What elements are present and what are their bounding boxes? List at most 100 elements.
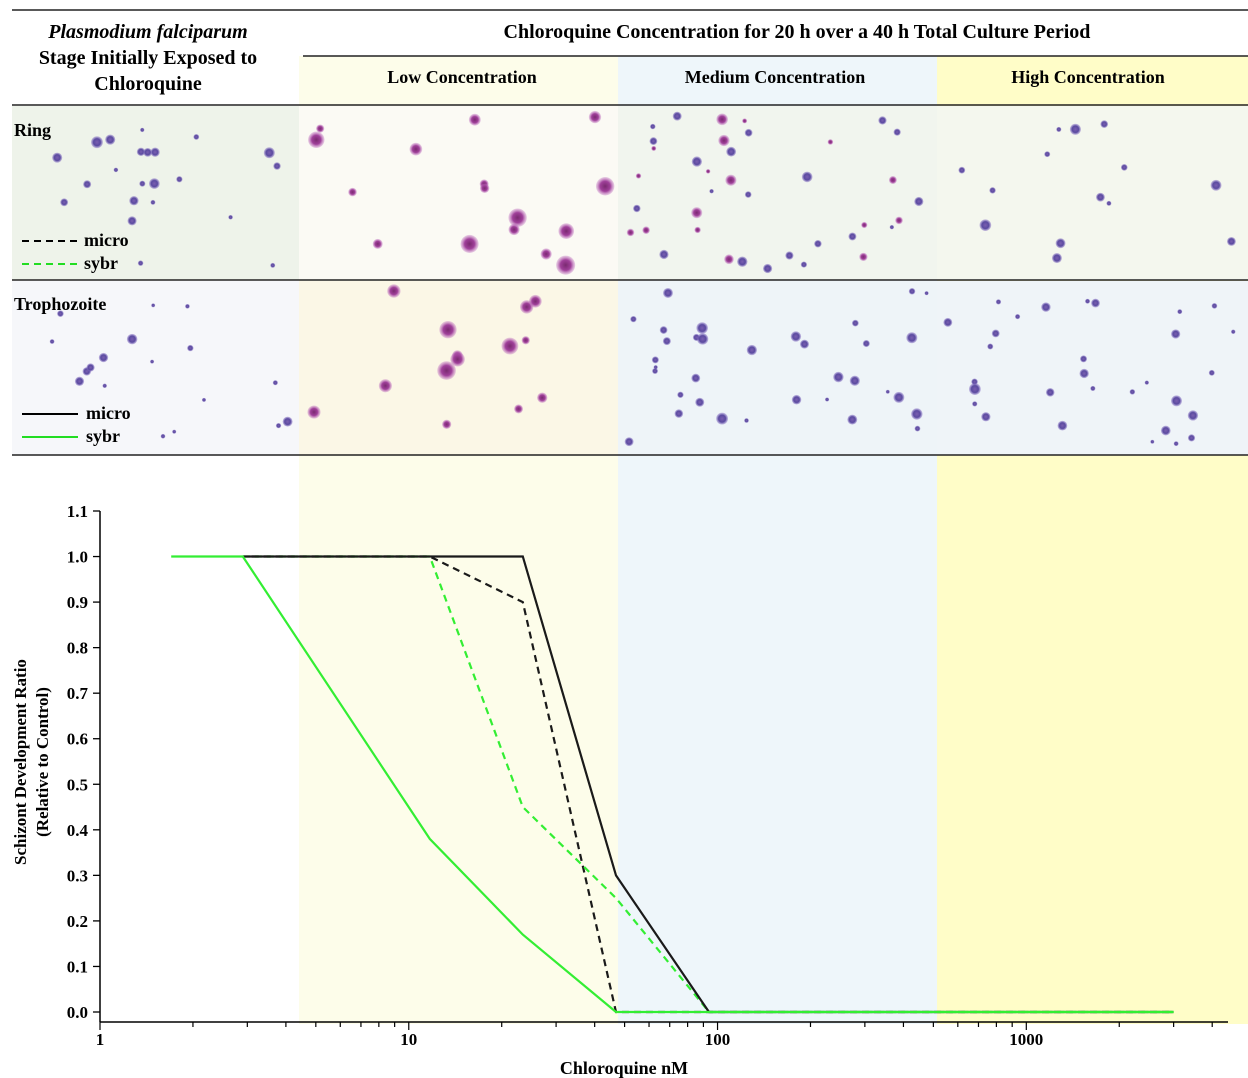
y-ticks: 0.0 0.1 0.2 0.3 0.4 0.5 0.6 0.7 0.8 0.9 1.0 1.1 bbox=[67, 502, 100, 1022]
parasite-cell bbox=[662, 287, 673, 298]
band-label-low: Low Concentration bbox=[387, 67, 537, 87]
parasite-cell bbox=[653, 365, 658, 370]
parasite-cell bbox=[827, 139, 834, 145]
parasite-cell bbox=[650, 123, 656, 130]
parasite-cell bbox=[652, 368, 659, 374]
parasite-cell bbox=[387, 284, 401, 298]
parasite-cell bbox=[674, 409, 684, 418]
micrograph-panel bbox=[618, 281, 937, 455]
parasite-cell bbox=[450, 351, 465, 367]
parasite-cell bbox=[800, 261, 808, 268]
parasite-cell bbox=[859, 252, 868, 262]
parasite-cell bbox=[501, 337, 519, 355]
y-tick-label: 0.2 bbox=[67, 912, 88, 931]
parasite-cell bbox=[716, 113, 728, 126]
parasite-cell bbox=[151, 303, 156, 308]
parasite-cell bbox=[696, 333, 709, 345]
parasite-cell bbox=[1100, 120, 1109, 128]
parasite-cell bbox=[924, 291, 929, 296]
parasite-cell bbox=[742, 118, 748, 124]
y-tick-label: 0.8 bbox=[67, 639, 88, 658]
parasite-cell bbox=[635, 173, 642, 179]
y-axis-label-group: Schizont Development Ratio (Relative to … bbox=[11, 659, 52, 865]
parasite-cell bbox=[801, 171, 813, 183]
x-tick-label: 10 bbox=[400, 1030, 417, 1049]
parasite-cell bbox=[1069, 123, 1081, 135]
parasite-cell bbox=[1045, 388, 1055, 397]
micrograph-panel bbox=[12, 106, 299, 280]
micrograph-panel bbox=[937, 281, 1248, 455]
parasite-cell bbox=[508, 208, 527, 227]
parasite-cell bbox=[744, 191, 752, 198]
y-tick-label: 0.1 bbox=[67, 957, 88, 976]
parasite-cell bbox=[744, 418, 749, 423]
parasite-cell bbox=[263, 147, 275, 159]
parasite-cell bbox=[137, 260, 144, 266]
y-tick-label: 0.5 bbox=[67, 775, 88, 794]
y-tick-label: 0.4 bbox=[67, 821, 89, 840]
parasite-cell bbox=[746, 344, 757, 356]
legend-ring: micro sybr bbox=[22, 230, 129, 273]
parasite-cell bbox=[1187, 410, 1199, 421]
parasite-cell bbox=[1208, 369, 1215, 376]
parasite-cell bbox=[437, 361, 456, 380]
parasite-cell bbox=[672, 111, 682, 121]
band-label-high: High Concentration bbox=[1011, 67, 1165, 87]
parasite-cell bbox=[981, 412, 991, 422]
row-label-ring: Ring bbox=[14, 120, 51, 140]
parasite-cell bbox=[150, 199, 156, 205]
legend-troph-micro-label: micro bbox=[86, 403, 131, 423]
y-tick-label: 0.9 bbox=[67, 593, 88, 612]
parasite-cell bbox=[762, 263, 773, 274]
parasite-cell bbox=[378, 379, 392, 393]
parasite-cell bbox=[537, 392, 548, 403]
parasite-cell bbox=[851, 319, 859, 327]
x-tick-label: 100 bbox=[705, 1030, 731, 1049]
parasite-cell bbox=[791, 394, 802, 405]
legend-trophozoite: micro sybr bbox=[22, 403, 131, 446]
parasite-cell bbox=[1096, 192, 1105, 202]
parasite-cell bbox=[943, 317, 953, 327]
parasite-cell bbox=[651, 356, 659, 364]
parasite-cell bbox=[799, 339, 810, 349]
parasite-cell bbox=[694, 226, 701, 234]
parasite-cell bbox=[889, 224, 895, 230]
parasite-cell bbox=[1173, 441, 1179, 447]
parasite-cell bbox=[979, 219, 992, 232]
parasite-cell bbox=[744, 128, 753, 137]
micrograph-panels bbox=[12, 106, 1248, 455]
parasite-cell bbox=[696, 322, 708, 334]
parasite-cell bbox=[74, 376, 85, 386]
parasite-cell bbox=[126, 333, 138, 345]
parasite-cell bbox=[633, 204, 641, 213]
parasite-cell bbox=[201, 397, 207, 402]
parasite-cell bbox=[1085, 298, 1091, 304]
parasite-cell bbox=[906, 332, 918, 344]
parasite-cell bbox=[595, 177, 615, 196]
parasite-cell bbox=[626, 228, 635, 237]
parasite-cell bbox=[1210, 179, 1222, 191]
parasite-cell bbox=[228, 214, 233, 220]
parasite-cell bbox=[1187, 434, 1196, 442]
y-tick-label: 0.6 bbox=[67, 730, 88, 749]
parasite-cell bbox=[1171, 395, 1182, 407]
parasite-cell bbox=[1160, 425, 1171, 436]
micrograph-panel bbox=[618, 106, 937, 280]
parasite-cell bbox=[1014, 314, 1021, 320]
data-series bbox=[171, 555, 1174, 1014]
parasite-cell bbox=[185, 303, 190, 309]
parasite-cell bbox=[914, 196, 924, 207]
series-sybr-trophozoite bbox=[171, 555, 1174, 1014]
parasite-cell bbox=[1226, 236, 1236, 246]
parasite-cell bbox=[893, 391, 905, 403]
micrograph-panel bbox=[937, 106, 1248, 280]
y-axis-label-line1: Schizont Development Ratio bbox=[11, 659, 30, 865]
parasite-cell bbox=[1057, 420, 1068, 431]
parasite-cell bbox=[691, 156, 703, 167]
parasite-cell bbox=[139, 180, 146, 187]
parasite-cell bbox=[908, 288, 916, 295]
parasite-cell bbox=[861, 221, 868, 229]
parasite-cell bbox=[1144, 380, 1149, 385]
parasite-cell bbox=[642, 226, 650, 235]
parasite-cell bbox=[1091, 298, 1100, 308]
